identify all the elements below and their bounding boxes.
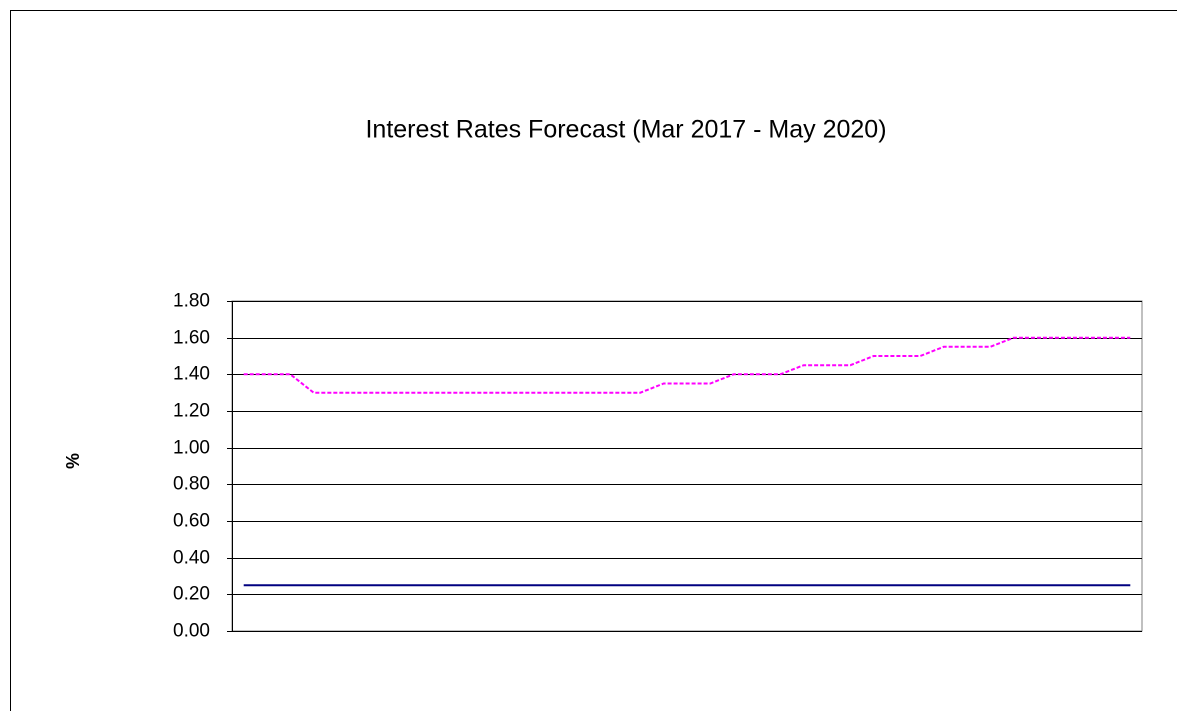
y-tick-label: 1.00 xyxy=(173,438,210,459)
y-tick-label: 0.60 xyxy=(173,511,210,532)
y-tick-label: 1.60 xyxy=(173,328,210,349)
y-tick-label: 1.80 xyxy=(173,291,210,312)
y-tick-label: 1.20 xyxy=(173,401,210,422)
chart-title: Interest Rates Forecast (Mar 2017 - May … xyxy=(365,116,886,144)
y-axis-label: % xyxy=(63,453,83,469)
y-tick-label: 1.40 xyxy=(173,364,210,385)
y-tick-label: 0.20 xyxy=(173,584,210,605)
y-tick-label: 0.00 xyxy=(173,621,210,642)
y-tick-label: 0.40 xyxy=(173,548,210,569)
y-tick-label: 0.80 xyxy=(173,474,210,495)
